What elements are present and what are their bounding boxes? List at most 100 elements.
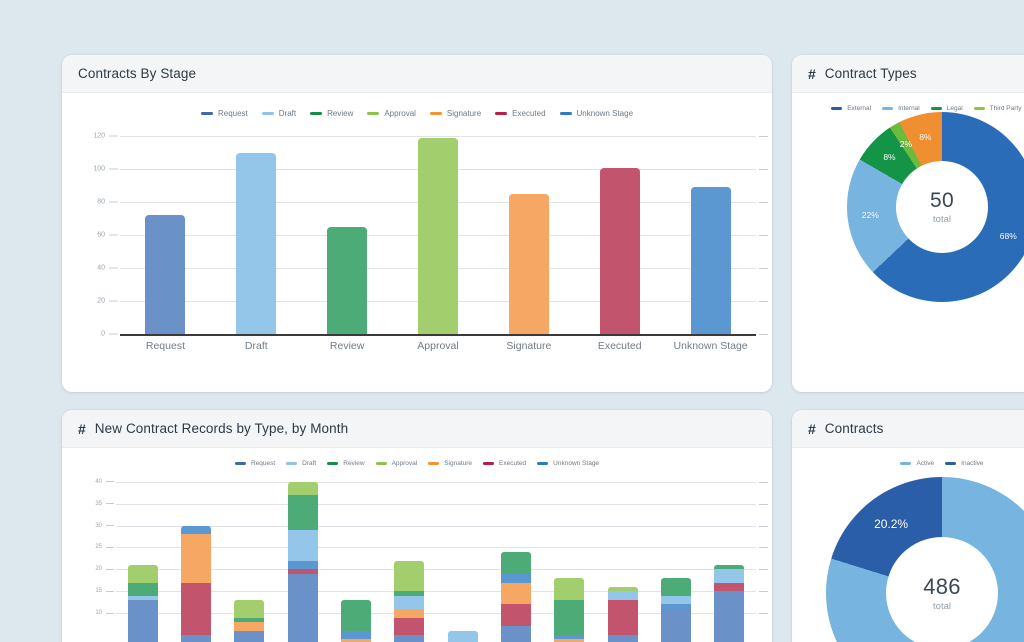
stacked-bar-segment[interactable] (340, 630, 371, 640)
legend-item[interactable]: Executed (495, 109, 546, 118)
stacked-bar-segment[interactable] (714, 569, 745, 583)
stacked-bar-segment[interactable] (554, 600, 585, 636)
stacked-bar[interactable] (554, 578, 585, 642)
stacked-bar-segment[interactable] (180, 534, 211, 583)
donut-ring[interactable]: 486 total 79.8%20.2% (826, 477, 1024, 642)
stacked-bar[interactable] (607, 586, 638, 642)
stacked-bar-segment[interactable] (340, 639, 371, 642)
stacked-bar-segment[interactable] (180, 525, 211, 535)
legend-item[interactable]: Draft (286, 460, 316, 467)
stacked-bar-segment[interactable] (234, 621, 265, 631)
stacked-bar-segment[interactable] (287, 573, 318, 642)
stacked-bar-segment[interactable] (340, 600, 371, 631)
stacked-bar-segment[interactable] (500, 626, 531, 642)
legend-item[interactable]: Unknown Stage (559, 109, 633, 118)
stacked-bar-segment[interactable] (554, 635, 585, 640)
stacked-bar-segment[interactable] (500, 604, 531, 627)
chart-legend[interactable]: Request Draft Review Approval Signature Execu… (62, 93, 772, 118)
stacked-bar-segment[interactable] (500, 551, 531, 574)
legend-item[interactable]: Active (900, 460, 934, 467)
stacked-bar-segment[interactable] (660, 595, 691, 605)
legend-item[interactable]: Executed (483, 460, 526, 467)
y-axis-right-tick (759, 481, 768, 483)
stacked-bar[interactable] (447, 630, 478, 642)
legend-item[interactable]: Unknown Stage (537, 460, 599, 467)
stacked-bar[interactable] (660, 578, 691, 642)
legend-item[interactable]: Request (234, 460, 276, 467)
stacked-bar-segment[interactable] (287, 560, 318, 570)
bar[interactable] (236, 152, 277, 334)
legend-item[interactable]: External (831, 105, 871, 112)
y-axis-tick-label: 100 (93, 165, 105, 173)
stacked-bar-segment[interactable] (394, 617, 425, 636)
donut-ring[interactable]: 50 total 68% 22% 8% 2% 8% (847, 112, 1024, 302)
legend-item[interactable]: Review (327, 460, 365, 467)
stacked-bar-segment[interactable] (394, 608, 425, 618)
stacked-bar[interactable] (180, 525, 211, 642)
stacked-bar-segment[interactable] (287, 569, 318, 574)
stacked-bar[interactable] (127, 565, 158, 642)
card-contracts: # Contracts Active Inactive 486 total 79.… (792, 410, 1024, 642)
stacked-bar[interactable] (714, 565, 745, 642)
stacked-bar-segment[interactable] (394, 560, 425, 592)
stacked-bar[interactable] (394, 560, 425, 642)
stacked-bar-segment[interactable] (447, 630, 478, 642)
stacked-bar-segment[interactable] (180, 582, 211, 636)
stacked-bar-segment[interactable] (180, 635, 211, 642)
legend-item[interactable]: Internal (882, 105, 920, 112)
stacked-bar-segment[interactable] (607, 600, 638, 636)
stacked-bar-segment[interactable] (127, 600, 158, 642)
stacked-bar-segment[interactable] (500, 582, 531, 605)
bar[interactable] (418, 137, 458, 334)
stacked-bar[interactable] (340, 600, 371, 642)
stacked-bar-segment[interactable] (554, 578, 585, 601)
legend-item[interactable]: Inactive (945, 460, 984, 467)
legend-item[interactable]: Approval (375, 460, 417, 467)
y-axis-tick-mark (106, 525, 114, 527)
stacked-bar-segment[interactable] (234, 617, 265, 622)
stacked-bar-segment[interactable] (127, 582, 158, 596)
stacked-bar-segment[interactable] (714, 582, 745, 592)
legend-item[interactable]: Draft (261, 109, 296, 118)
stacked-bar-segment[interactable] (714, 591, 745, 642)
stacked-bar-segment[interactable] (607, 586, 638, 592)
chart-legend[interactable]: Active Inactive (792, 448, 1024, 467)
stacked-bar-segment[interactable] (660, 608, 691, 642)
stacked-bar[interactable] (234, 600, 265, 642)
stacked-bar-segment[interactable] (607, 635, 638, 642)
legend-item[interactable]: Third Party (973, 105, 1021, 112)
stacked-bar-segment[interactable] (607, 591, 638, 601)
bar[interactable] (145, 215, 186, 334)
stacked-bar-segment[interactable] (714, 565, 745, 570)
legend-item[interactable]: Request (200, 109, 248, 118)
stacked-bar-segment[interactable] (127, 565, 158, 583)
bar[interactable] (508, 193, 549, 334)
bar[interactable] (690, 187, 731, 334)
stacked-bar-segment[interactable] (500, 573, 531, 583)
chart-legend[interactable]: Request Draft Review Approval Signature Execu… (62, 448, 772, 467)
stacked-bar-segment[interactable] (394, 635, 425, 642)
stacked-bar-segment[interactable] (554, 639, 585, 642)
legend-item[interactable]: Review (310, 109, 353, 118)
stacked-bar-segment[interactable] (234, 630, 265, 642)
legend-item[interactable]: Signature (428, 460, 472, 467)
y-axis-tick: 10 (95, 610, 114, 616)
legend-item[interactable]: Signature (429, 109, 481, 118)
stacked-bar-segment[interactable] (394, 595, 425, 609)
stacked-bar-segment[interactable] (660, 578, 691, 596)
stacked-bar-segment[interactable] (287, 529, 318, 561)
bar[interactable] (599, 167, 640, 334)
stacked-bar[interactable] (287, 481, 318, 642)
stacked-bar[interactable] (500, 551, 531, 642)
stacked-bar-segment[interactable] (127, 595, 158, 601)
stacked-bar-segment[interactable] (660, 604, 691, 609)
bar[interactable] (327, 226, 368, 334)
legend-item[interactable]: Approval (367, 109, 416, 118)
stacked-bar-segment[interactable] (394, 591, 425, 596)
stacked-bar-segment[interactable] (287, 481, 318, 495)
legend-label: Request (250, 460, 276, 467)
legend-item[interactable]: Legal (930, 105, 963, 112)
stacked-bar-segment[interactable] (234, 600, 265, 618)
stacked-bar-segment[interactable] (287, 494, 318, 530)
